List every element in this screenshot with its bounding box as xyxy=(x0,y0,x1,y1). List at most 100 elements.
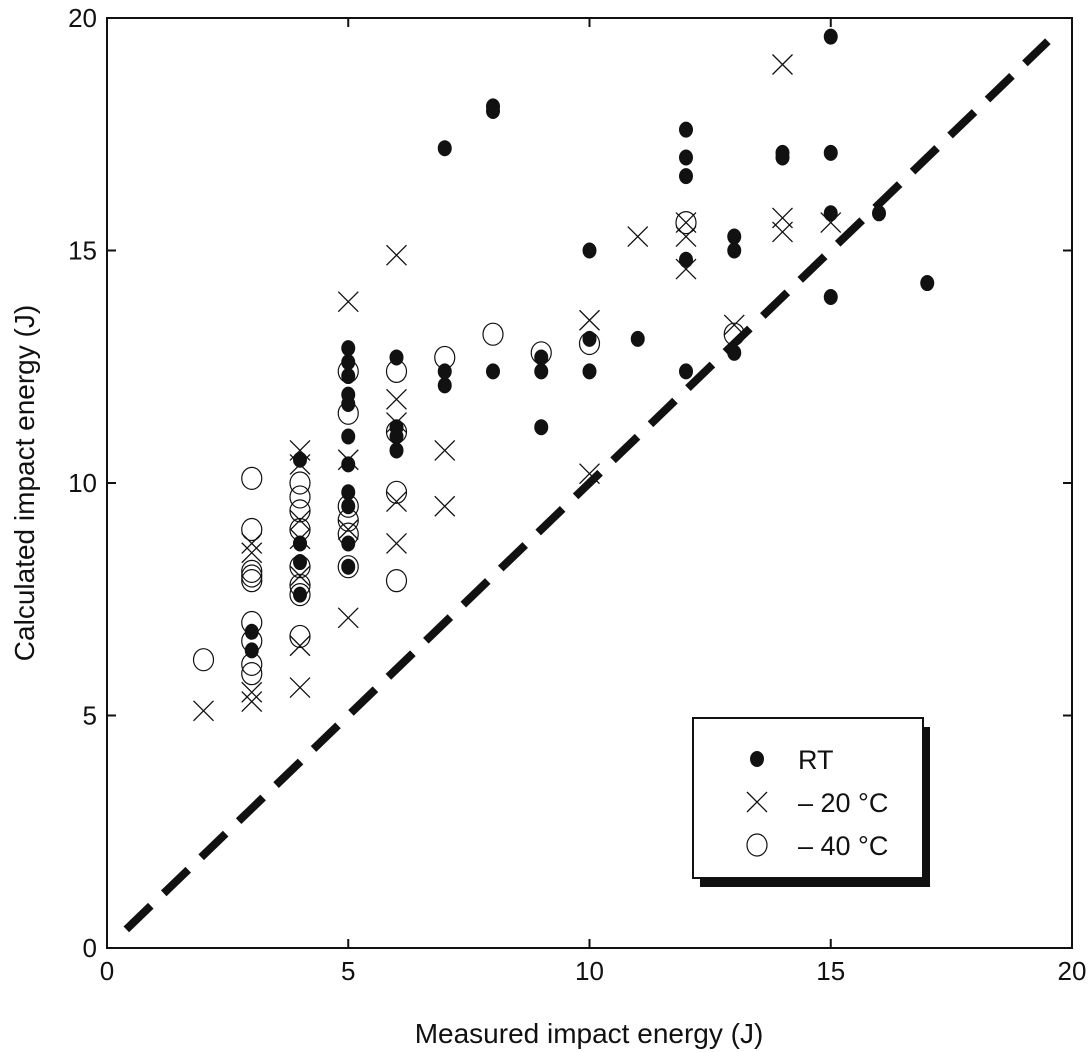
point-minus20 xyxy=(723,314,745,336)
point-minus20 xyxy=(289,565,311,587)
point-minus20 xyxy=(434,439,456,461)
point-rt xyxy=(534,349,549,366)
point-rt xyxy=(341,354,356,371)
point-rt xyxy=(582,242,597,259)
point-minus40 xyxy=(385,569,408,593)
point-rt xyxy=(341,386,356,403)
point-minus20 xyxy=(434,495,456,517)
point-minus20 xyxy=(289,677,311,699)
point-minus40 xyxy=(675,211,697,235)
point-minus20 xyxy=(337,519,359,540)
point-minus40 xyxy=(192,648,215,672)
point-minus20 xyxy=(675,258,697,280)
point-minus40 xyxy=(241,569,263,593)
point-minus20 xyxy=(386,532,407,554)
point-rt xyxy=(775,144,790,161)
point-minus20 xyxy=(337,607,359,629)
legend-entry-minus40-label: – 40 °C xyxy=(798,831,888,861)
point-minus20 xyxy=(289,439,311,461)
point-minus20 xyxy=(386,244,407,266)
point-minus40 xyxy=(241,559,263,583)
point-minus40 xyxy=(241,517,263,542)
legend-entry-rt-marker xyxy=(750,751,764,767)
point-minus20 xyxy=(241,681,263,703)
point-minus40 xyxy=(289,582,311,607)
point-minus40 xyxy=(289,471,311,495)
point-rt xyxy=(341,428,356,445)
point-rt xyxy=(341,340,356,357)
point-rt xyxy=(679,363,693,380)
point-rt xyxy=(582,363,597,380)
y-tick-label: 5 xyxy=(83,701,97,731)
reference-line xyxy=(123,38,1051,933)
y-tick-label: 0 xyxy=(83,933,97,963)
x-tick-label: 10 xyxy=(575,956,604,986)
x-tick-label: 5 xyxy=(341,956,355,986)
point-minus20 xyxy=(289,635,311,657)
legend-entry-minus20-label: – 20 °C xyxy=(798,788,888,818)
point-minus20 xyxy=(820,212,842,234)
point-rt xyxy=(823,28,838,45)
point-minus20 xyxy=(675,212,697,234)
x-tick-label: 0 xyxy=(100,956,114,986)
point-rt xyxy=(727,228,742,245)
point-rt xyxy=(293,451,307,468)
point-rt xyxy=(341,498,356,515)
point-minus20 xyxy=(772,54,793,75)
point-minus40 xyxy=(241,466,263,490)
x-tick-label: 15 xyxy=(816,956,845,986)
legend-entry-minus40-marker xyxy=(746,833,768,857)
point-rt xyxy=(727,344,742,361)
point-minus40 xyxy=(385,480,408,504)
point-rt xyxy=(920,275,935,292)
point-rt xyxy=(582,330,597,347)
point-rt xyxy=(823,205,838,222)
point-minus20 xyxy=(193,700,214,722)
point-rt xyxy=(437,140,452,157)
point-minus20 xyxy=(579,309,600,331)
legend-entry-rt-label: RT xyxy=(798,745,834,775)
point-rt xyxy=(534,419,549,436)
point-rt xyxy=(437,377,452,394)
data-points-layer xyxy=(192,28,935,722)
point-minus20 xyxy=(241,542,263,564)
point-rt xyxy=(630,330,645,347)
x-tick-label: 20 xyxy=(1058,956,1087,986)
point-rt xyxy=(389,442,404,459)
point-rt xyxy=(293,586,307,603)
y-tick-label: 15 xyxy=(68,236,97,266)
point-minus20 xyxy=(772,207,793,229)
point-rt xyxy=(389,349,404,366)
point-rt xyxy=(341,535,356,552)
point-minus40 xyxy=(289,624,311,649)
point-minus20 xyxy=(289,509,311,531)
point-minus20 xyxy=(386,491,407,513)
point-minus20 xyxy=(579,463,600,485)
point-rt xyxy=(679,251,693,268)
point-rt xyxy=(679,168,693,185)
point-rt xyxy=(244,623,259,640)
point-minus40 xyxy=(289,485,311,509)
legend-entries: RT – 20 °C – 40 °C xyxy=(746,745,888,861)
point-rt xyxy=(727,242,742,259)
point-minus40 xyxy=(241,662,263,686)
y-tick-label: 10 xyxy=(68,468,97,498)
point-rt xyxy=(341,368,356,385)
point-rt xyxy=(341,484,356,501)
point-minus20 xyxy=(386,388,407,410)
point-rt xyxy=(389,419,404,436)
point-minus40 xyxy=(241,564,263,588)
legend-box xyxy=(692,717,924,879)
axis-ticks-layer: 0 5 10 15 20 0 5 10 15 20 xyxy=(68,3,1086,986)
point-minus40 xyxy=(337,555,359,579)
legend-entry-minus20-marker xyxy=(746,791,768,813)
point-rt xyxy=(486,363,500,380)
y-tick-label: 20 xyxy=(68,3,97,33)
point-minus20 xyxy=(337,291,359,313)
point-minus20 xyxy=(627,226,649,248)
point-rt xyxy=(437,363,452,380)
point-rt xyxy=(679,121,693,138)
point-rt xyxy=(823,144,838,161)
legend: RT – 20 °C – 40 °C xyxy=(692,717,930,887)
